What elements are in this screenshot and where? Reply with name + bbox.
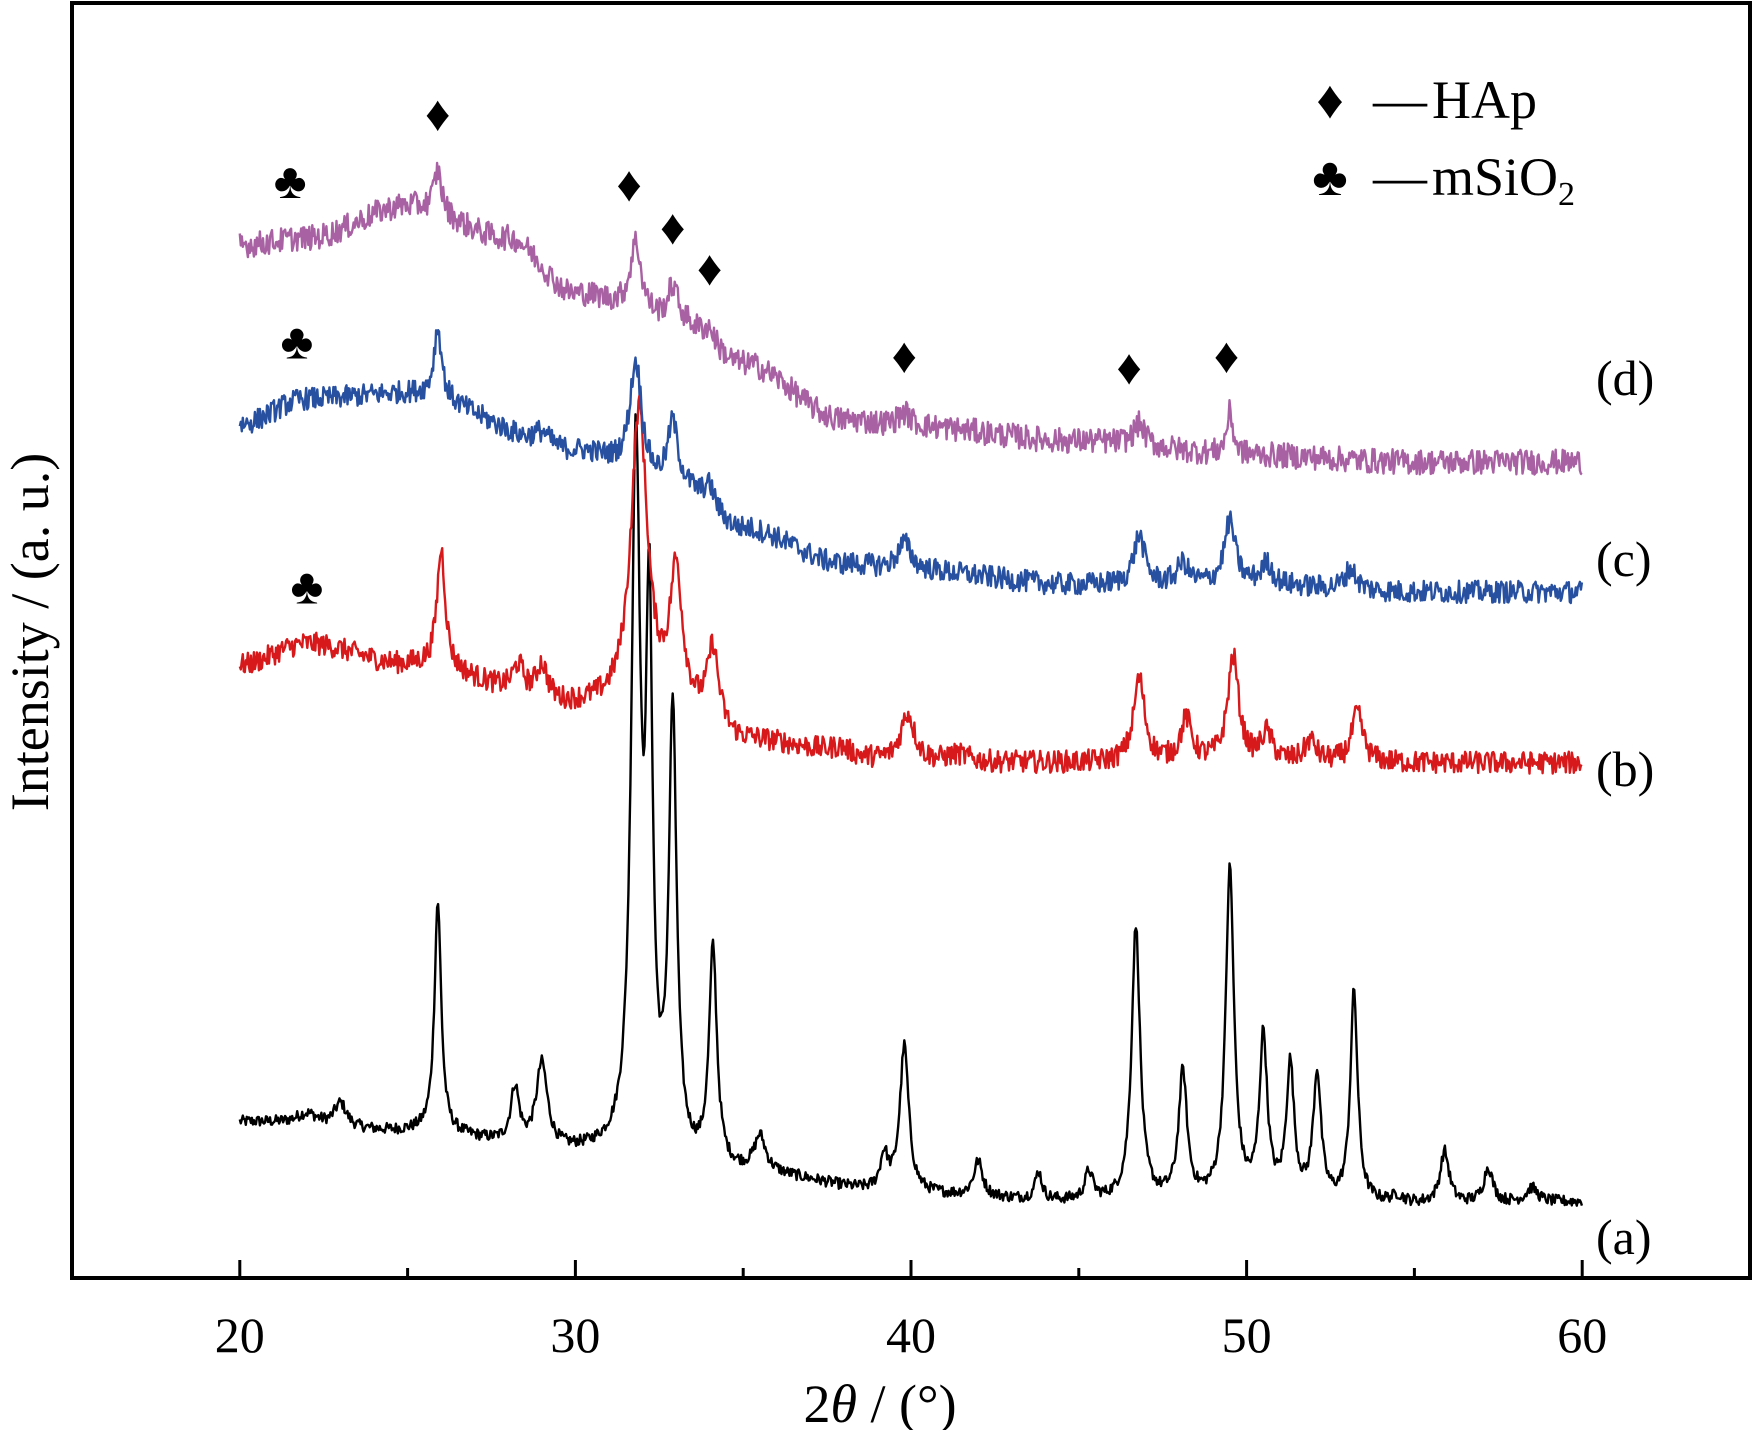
x-tick-label: 50 xyxy=(1222,1307,1272,1363)
series-label: (b) xyxy=(1596,741,1654,797)
msio2-peak-marker: ♣ xyxy=(291,558,324,614)
legend-diamond-symbol: ♦ xyxy=(1316,70,1344,130)
hap-peak-marker: ♦ xyxy=(1116,339,1142,395)
y-axis-title: Intensity / (a. u.) xyxy=(0,453,60,811)
series-line xyxy=(238,161,1583,476)
legend-dash: — xyxy=(1372,70,1428,130)
x-tick-label: 20 xyxy=(215,1307,265,1363)
legend-entry-hap: ♦ — HAp xyxy=(1316,70,1537,130)
series-layer: (a) (b) (c) (d) xyxy=(238,161,1654,1265)
x-tick-label: 60 xyxy=(1557,1307,1607,1363)
legend-label-hap: HAp xyxy=(1432,70,1537,130)
x-tick-label: 40 xyxy=(886,1307,936,1363)
x-axis-title: 2θ / (°) xyxy=(803,1374,956,1430)
series-line xyxy=(238,413,1584,1207)
msio2-peak-marker: ♣ xyxy=(274,153,307,209)
hap-peak-marker: ♦ xyxy=(616,156,642,212)
legend-club-symbol: ♣ xyxy=(1312,147,1347,207)
series-label: (d) xyxy=(1596,350,1654,406)
msio2-peak-marker: ♣ xyxy=(280,314,313,370)
x-tick-label: 30 xyxy=(550,1307,600,1363)
hap-peak-marker: ♦ xyxy=(660,199,686,255)
series-line xyxy=(238,393,1583,775)
series-label: (a) xyxy=(1596,1209,1652,1265)
hap-peak-marker: ♦ xyxy=(425,86,451,142)
legend-label-msio2: mSiO2 xyxy=(1432,147,1575,213)
hap-peak-marker: ♦ xyxy=(1214,327,1240,383)
series-line xyxy=(238,329,1584,605)
legend-entry-msio2: ♣ — mSiO2 xyxy=(1312,147,1575,213)
x-axis-ticks: 20 30 40 50 60 xyxy=(215,1260,1607,1363)
legend: ♦ — HAp ♣ — mSiO2 xyxy=(1312,70,1575,213)
hap-peak-marker: ♦ xyxy=(697,240,723,296)
peak-markers: ♣♦♦♦♦♦ ♦ ♦♣♣ xyxy=(274,86,1239,615)
series-label: (c) xyxy=(1596,531,1652,587)
hap-peak-marker: ♦ xyxy=(892,328,918,384)
legend-dash: — xyxy=(1372,147,1428,207)
